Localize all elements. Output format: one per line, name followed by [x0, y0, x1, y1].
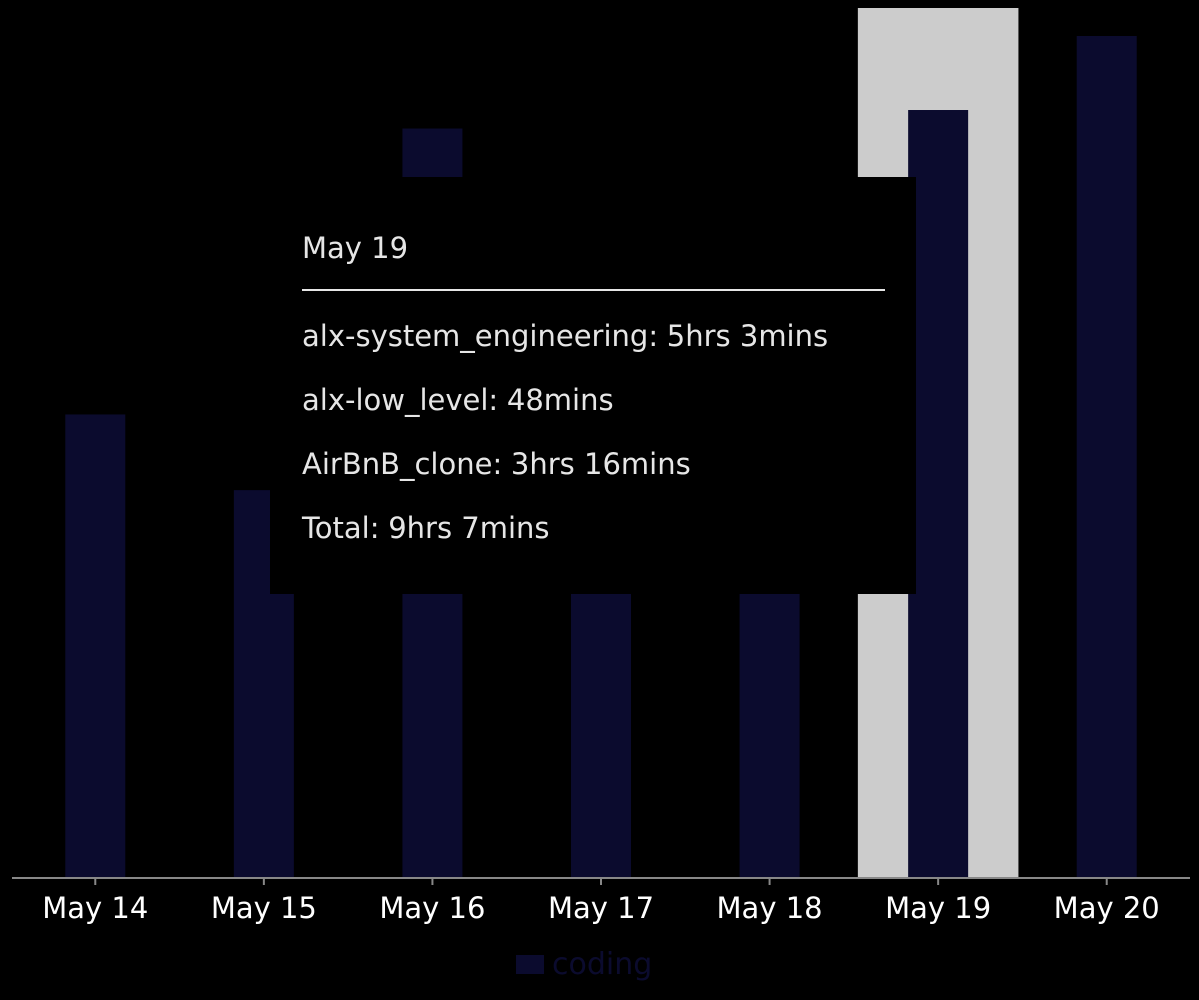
x-tick-label: May 17: [548, 891, 654, 925]
tooltip-title: May 19: [302, 231, 409, 265]
tooltip-row-label: alx-low_level:: [302, 383, 499, 417]
bar-may-20[interactable]: [1076, 36, 1137, 877]
tooltip-row: AirBnB_clone: 3hrs 16mins: [302, 447, 691, 481]
tooltip-divider: [302, 289, 885, 291]
legend-swatch: [516, 955, 544, 974]
bar-may-14[interactable]: [65, 414, 126, 877]
tooltip-row-value: 3hrs 16mins: [510, 447, 691, 481]
bar-may-17[interactable]: [571, 591, 631, 877]
bar-may-19[interactable]: [908, 110, 969, 878]
x-tick-label: May 16: [379, 891, 485, 925]
x-tick-label: May 20: [1054, 891, 1160, 925]
legend-label-coding: coding: [552, 947, 652, 982]
tooltip-row: alx-low_level: 48mins: [302, 383, 614, 417]
tooltip: May 19 alx-system_engineering: 5hrs 3mins…: [270, 177, 916, 594]
tooltip-row-label: Total:: [302, 511, 380, 545]
tooltip-row: Total: 9hrs 7mins: [302, 511, 550, 545]
tooltip-row-label: AirBnB_clone:: [302, 447, 503, 481]
x-tick-label: May 14: [42, 891, 148, 925]
tooltip-row-value: 5hrs 3mins: [666, 319, 829, 353]
x-tick-label: May 18: [717, 891, 823, 925]
x-tick-label: May 15: [211, 891, 317, 925]
legend[interactable]: coding: [516, 947, 652, 982]
x-tick-label: May 19: [885, 891, 991, 925]
tooltip-row-value: 48mins: [506, 383, 614, 417]
tooltip-row-value: 9hrs 7mins: [388, 511, 550, 545]
tooltip-row: alx-system_engineering: 5hrs 3mins: [302, 319, 828, 353]
tooltip-row-label: alx-system_engineering:: [302, 319, 659, 353]
bar-may-18[interactable]: [739, 557, 800, 877]
x-axis-ticks: May 14 May 15 May 16 May 17 May 18 May 19 May …: [42, 878, 1160, 925]
